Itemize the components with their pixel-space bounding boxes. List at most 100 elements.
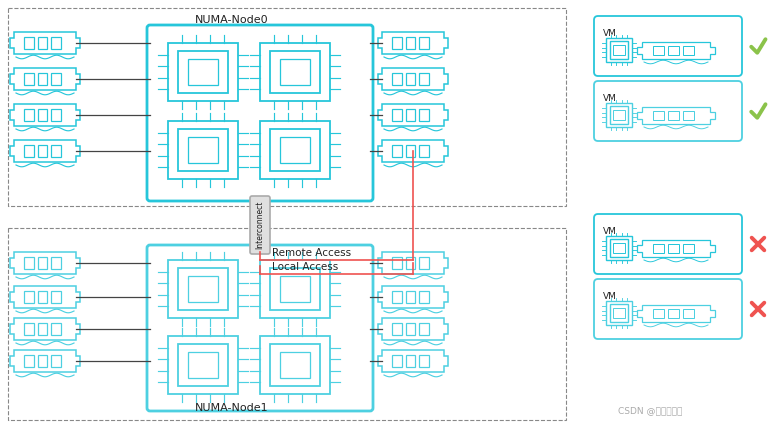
- Text: VM: VM: [603, 227, 617, 236]
- Bar: [24, 291, 34, 303]
- Bar: [668, 244, 679, 253]
- Bar: [24, 37, 34, 49]
- Text: CSDN @程序员小勇: CSDN @程序员小勇: [618, 406, 683, 415]
- Bar: [406, 145, 415, 157]
- Bar: [51, 257, 61, 269]
- Bar: [683, 46, 694, 55]
- Bar: [168, 260, 238, 318]
- Bar: [614, 308, 624, 318]
- Bar: [683, 309, 694, 318]
- Bar: [392, 37, 402, 49]
- Bar: [419, 109, 429, 121]
- Bar: [610, 239, 628, 256]
- Bar: [187, 59, 218, 85]
- Bar: [51, 73, 61, 85]
- Bar: [260, 260, 330, 318]
- Bar: [419, 291, 429, 303]
- Bar: [606, 38, 632, 62]
- Bar: [683, 111, 694, 120]
- Bar: [51, 37, 61, 49]
- Bar: [419, 355, 429, 367]
- Bar: [51, 109, 61, 121]
- Text: NUMA-Node1: NUMA-Node1: [194, 403, 268, 413]
- Bar: [392, 323, 402, 335]
- Bar: [419, 73, 429, 85]
- Bar: [614, 243, 624, 253]
- Bar: [280, 276, 310, 302]
- Bar: [24, 73, 34, 85]
- Bar: [406, 73, 415, 85]
- FancyBboxPatch shape: [250, 196, 270, 254]
- Bar: [280, 137, 310, 163]
- Bar: [668, 46, 679, 55]
- Bar: [24, 109, 34, 121]
- Bar: [24, 145, 34, 157]
- Bar: [668, 309, 679, 318]
- Bar: [168, 121, 238, 179]
- Bar: [178, 51, 228, 93]
- Bar: [187, 276, 218, 302]
- Text: Local Access: Local Access: [272, 262, 338, 272]
- Bar: [178, 129, 228, 171]
- Bar: [168, 336, 238, 394]
- Bar: [406, 37, 415, 49]
- Text: VM: VM: [603, 29, 617, 38]
- Bar: [178, 344, 228, 386]
- Bar: [606, 236, 632, 260]
- Bar: [668, 111, 679, 120]
- Bar: [406, 257, 415, 269]
- Bar: [38, 323, 48, 335]
- Bar: [260, 121, 330, 179]
- Bar: [38, 355, 48, 367]
- Bar: [260, 336, 330, 394]
- Bar: [8, 8, 566, 206]
- Bar: [51, 355, 61, 367]
- Bar: [270, 51, 320, 93]
- Bar: [653, 46, 664, 55]
- Bar: [168, 43, 238, 101]
- Text: Remote Access: Remote Access: [272, 248, 351, 258]
- Bar: [51, 145, 61, 157]
- Bar: [614, 110, 624, 120]
- Bar: [38, 73, 48, 85]
- Bar: [38, 37, 48, 49]
- Bar: [392, 257, 402, 269]
- Bar: [406, 323, 415, 335]
- Bar: [392, 73, 402, 85]
- Bar: [24, 323, 34, 335]
- Bar: [8, 228, 566, 420]
- Bar: [38, 145, 48, 157]
- Bar: [270, 344, 320, 386]
- Bar: [392, 291, 402, 303]
- Bar: [419, 37, 429, 49]
- Bar: [610, 106, 628, 124]
- Bar: [419, 323, 429, 335]
- Bar: [610, 304, 628, 322]
- Bar: [614, 45, 624, 55]
- Bar: [610, 41, 628, 59]
- Bar: [38, 109, 48, 121]
- Bar: [392, 145, 402, 157]
- Bar: [38, 257, 48, 269]
- Bar: [280, 59, 310, 85]
- Bar: [406, 355, 415, 367]
- Bar: [38, 291, 48, 303]
- Bar: [270, 268, 320, 310]
- Bar: [653, 309, 664, 318]
- Text: VM: VM: [603, 292, 617, 301]
- Bar: [260, 43, 330, 101]
- Text: Interconnect: Interconnect: [256, 201, 264, 249]
- Bar: [419, 257, 429, 269]
- Bar: [606, 301, 632, 325]
- Bar: [683, 244, 694, 253]
- Bar: [419, 145, 429, 157]
- Bar: [653, 244, 664, 253]
- Bar: [51, 323, 61, 335]
- Bar: [24, 257, 34, 269]
- Bar: [51, 291, 61, 303]
- Bar: [24, 355, 34, 367]
- Bar: [406, 109, 415, 121]
- Bar: [280, 352, 310, 378]
- Bar: [178, 268, 228, 310]
- Bar: [606, 103, 632, 127]
